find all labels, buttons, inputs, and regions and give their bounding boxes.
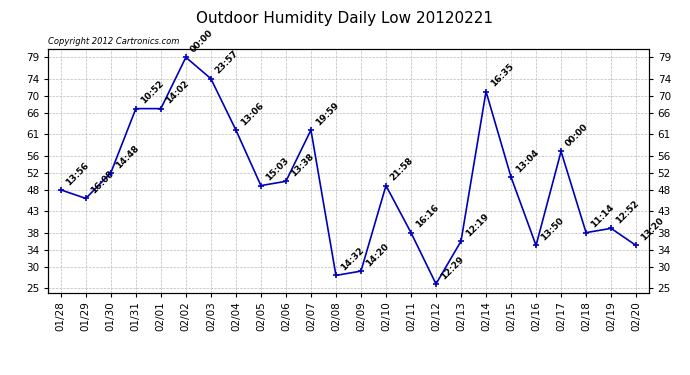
- Text: 11:14: 11:14: [589, 203, 615, 230]
- Text: 13:04: 13:04: [514, 148, 540, 174]
- Text: 16:08: 16:08: [88, 169, 115, 196]
- Text: 00:00: 00:00: [188, 28, 215, 54]
- Text: 23:57: 23:57: [214, 49, 240, 76]
- Text: 00:00: 00:00: [564, 122, 590, 148]
- Text: 13:20: 13:20: [639, 216, 665, 243]
- Text: Outdoor Humidity Daily Low 20120221: Outdoor Humidity Daily Low 20120221: [197, 11, 493, 26]
- Text: 21:58: 21:58: [388, 156, 415, 183]
- Text: 14:32: 14:32: [339, 246, 366, 273]
- Text: 13:38: 13:38: [288, 152, 315, 178]
- Text: 14:48: 14:48: [114, 143, 140, 170]
- Text: 12:19: 12:19: [464, 212, 491, 238]
- Text: Copyright 2012 Cartronics.com: Copyright 2012 Cartronics.com: [48, 38, 179, 46]
- Text: 13:06: 13:06: [239, 101, 265, 127]
- Text: 14:20: 14:20: [364, 242, 391, 268]
- Text: 16:35: 16:35: [489, 62, 515, 89]
- Text: 16:16: 16:16: [414, 203, 440, 230]
- Text: 13:50: 13:50: [539, 216, 565, 243]
- Text: 14:02: 14:02: [164, 79, 190, 106]
- Text: 19:59: 19:59: [314, 100, 340, 127]
- Text: 10:52: 10:52: [139, 80, 165, 106]
- Text: 12:29: 12:29: [439, 255, 466, 281]
- Text: 13:56: 13:56: [63, 160, 90, 187]
- Text: 15:03: 15:03: [264, 156, 290, 183]
- Text: 12:52: 12:52: [614, 199, 640, 226]
